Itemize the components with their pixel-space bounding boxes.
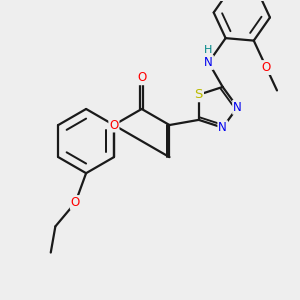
Text: O: O xyxy=(137,71,146,84)
Text: O: O xyxy=(71,196,80,209)
Text: N: N xyxy=(233,101,242,114)
Text: N: N xyxy=(218,121,227,134)
Text: S: S xyxy=(195,88,203,101)
Text: N: N xyxy=(204,56,213,69)
Text: O: O xyxy=(262,61,271,74)
Text: H: H xyxy=(203,45,212,55)
Text: O: O xyxy=(109,118,119,131)
